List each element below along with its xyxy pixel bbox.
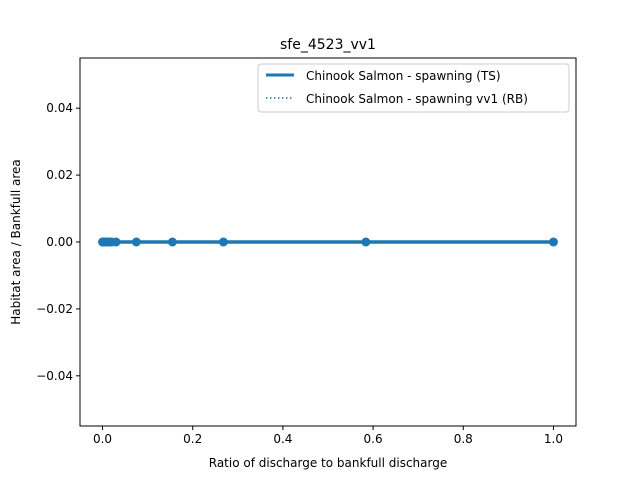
- data-point: [548, 237, 558, 247]
- y-tick-label: 0.04: [46, 101, 73, 115]
- y-tick-label: 0.02: [46, 168, 73, 182]
- x-tick-label: 1.0: [544, 432, 563, 446]
- legend-label-ts: Chinook Salmon - spawning (TS): [306, 69, 501, 83]
- x-tick-label: 0.8: [454, 432, 473, 446]
- y-axis-ticks: −0.04 −0.02 0.00 0.02 0.04: [36, 101, 80, 383]
- y-tick-label: −0.02: [36, 302, 73, 316]
- y-axis-label: Habitat area / Bankfull area: [9, 159, 23, 325]
- x-tick-label: 0.6: [364, 432, 383, 446]
- data-point: [131, 237, 141, 247]
- chart-title: sfe_4523_vv1: [280, 37, 376, 53]
- x-axis-label: Ratio of discharge to bankfull discharge: [209, 456, 447, 470]
- x-tick-label: 0.2: [183, 432, 202, 446]
- y-tick-label: −0.04: [36, 369, 73, 383]
- x-tick-label: 0.0: [93, 432, 112, 446]
- data-point: [361, 237, 371, 247]
- x-tick-label: 0.4: [273, 432, 292, 446]
- legend-box: [257, 63, 570, 113]
- x-axis-ticks: 0.0 0.2 0.4 0.6 0.8 1.0: [93, 426, 563, 446]
- legend: Chinook Salmon - spawning (TS) Chinook S…: [257, 63, 570, 113]
- data-point: [111, 237, 121, 247]
- legend-label-rb: Chinook Salmon - spawning vv1 (RB): [306, 92, 528, 106]
- series-layer: [98, 237, 558, 247]
- data-point: [167, 237, 177, 247]
- y-tick-label: 0.00: [46, 235, 73, 249]
